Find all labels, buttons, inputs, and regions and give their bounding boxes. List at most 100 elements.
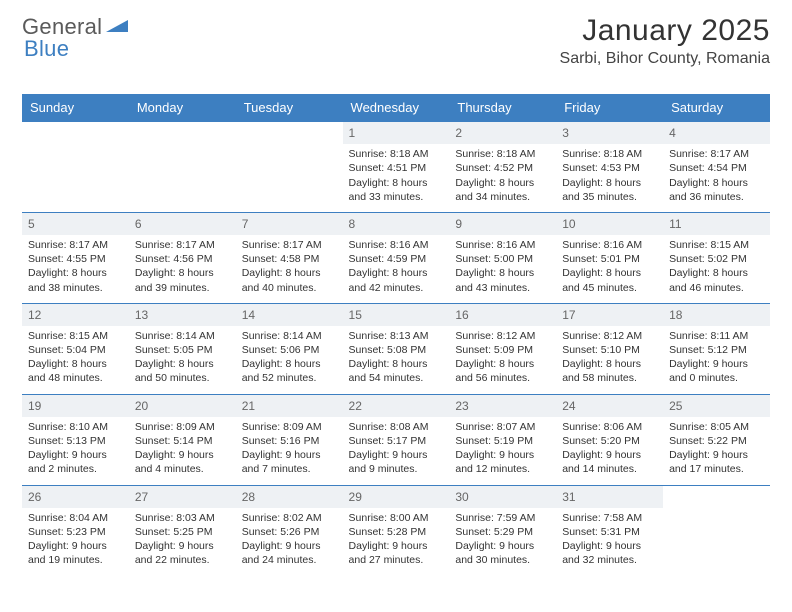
day-number-cell: 22 [343,394,450,417]
sunset-text: Sunset: 4:54 PM [669,161,764,175]
day-header: Tuesday [236,94,343,122]
day-header: Wednesday [343,94,450,122]
daylight-line1: Daylight: 8 hours [242,357,337,371]
daylight-line1: Daylight: 9 hours [669,357,764,371]
sunrise-text: Sunrise: 8:03 AM [135,511,230,525]
sunrise-text: Sunrise: 8:12 AM [562,329,657,343]
day-header: Friday [556,94,663,122]
day-header: Saturday [663,94,770,122]
day-number-cell: 15 [343,303,450,326]
sunrise-text: Sunrise: 8:15 AM [28,329,123,343]
day-number-cell: 26 [22,485,129,508]
day-number-cell: 14 [236,303,343,326]
day-number-cell: 30 [449,485,556,508]
day-number-cell: 5 [22,212,129,235]
daylight-line2: and 9 minutes. [349,462,444,476]
day-detail-cell: Sunrise: 8:17 AMSunset: 4:55 PMDaylight:… [22,235,129,303]
title-block: January 2025 Sarbi, Bihor County, Romani… [560,14,770,68]
daynum-row: 12131415161718 [22,303,770,326]
day-detail-cell: Sunrise: 7:58 AMSunset: 5:31 PMDaylight:… [556,508,663,576]
calendar-table: Sunday Monday Tuesday Wednesday Thursday… [22,94,770,575]
daylight-line2: and 52 minutes. [242,371,337,385]
day-number-cell [22,122,129,145]
day-detail-cell: Sunrise: 8:07 AMSunset: 5:19 PMDaylight:… [449,417,556,485]
sunset-text: Sunset: 5:26 PM [242,525,337,539]
day-detail-cell: Sunrise: 8:12 AMSunset: 5:09 PMDaylight:… [449,326,556,394]
day-detail-cell [663,508,770,576]
sunrise-text: Sunrise: 8:10 AM [28,420,123,434]
day-number-cell: 7 [236,212,343,235]
day-detail-cell [22,144,129,212]
daylight-line2: and 32 minutes. [562,553,657,567]
daylight-line1: Daylight: 8 hours [455,357,550,371]
day-detail-cell: Sunrise: 8:12 AMSunset: 5:10 PMDaylight:… [556,326,663,394]
daylight-line1: Daylight: 8 hours [562,176,657,190]
daylight-line1: Daylight: 9 hours [242,448,337,462]
title-month: January 2025 [560,14,770,48]
daynum-row: 262728293031 [22,485,770,508]
daylight-line2: and 19 minutes. [28,553,123,567]
day-number-cell: 13 [129,303,236,326]
day-detail-cell: Sunrise: 8:09 AMSunset: 5:14 PMDaylight:… [129,417,236,485]
sunset-text: Sunset: 5:06 PM [242,343,337,357]
daylight-line1: Daylight: 9 hours [562,448,657,462]
sunrise-text: Sunrise: 8:12 AM [455,329,550,343]
day-number-cell: 9 [449,212,556,235]
daylight-line1: Daylight: 8 hours [455,266,550,280]
sunset-text: Sunset: 4:52 PM [455,161,550,175]
sunrise-text: Sunrise: 7:58 AM [562,511,657,525]
daylight-line1: Daylight: 8 hours [562,357,657,371]
sunrise-text: Sunrise: 8:17 AM [669,147,764,161]
daylight-line2: and 56 minutes. [455,371,550,385]
day-detail-cell [236,144,343,212]
sunset-text: Sunset: 5:04 PM [28,343,123,357]
day-number-cell: 4 [663,122,770,145]
sunrise-text: Sunrise: 8:06 AM [562,420,657,434]
day-number-cell: 3 [556,122,663,145]
daylight-line2: and 24 minutes. [242,553,337,567]
sunrise-text: Sunrise: 8:05 AM [669,420,764,434]
logo-blue-wrap: Blue [24,36,69,62]
sunset-text: Sunset: 5:29 PM [455,525,550,539]
daylight-line2: and 36 minutes. [669,190,764,204]
daylight-line2: and 48 minutes. [28,371,123,385]
day-number-cell: 12 [22,303,129,326]
daylight-line1: Daylight: 8 hours [349,266,444,280]
daylight-line2: and 40 minutes. [242,281,337,295]
title-location: Sarbi, Bihor County, Romania [560,50,770,68]
day-number-cell: 31 [556,485,663,508]
sunset-text: Sunset: 4:53 PM [562,161,657,175]
daylight-line2: and 22 minutes. [135,553,230,567]
sunset-text: Sunset: 5:00 PM [455,252,550,266]
sunset-text: Sunset: 4:59 PM [349,252,444,266]
daylight-line1: Daylight: 9 hours [562,539,657,553]
daylight-line1: Daylight: 8 hours [669,176,764,190]
sunset-text: Sunset: 5:31 PM [562,525,657,539]
daylight-line1: Daylight: 9 hours [455,539,550,553]
daylight-line1: Daylight: 8 hours [349,357,444,371]
daylight-line2: and 42 minutes. [349,281,444,295]
daylight-line1: Daylight: 9 hours [242,539,337,553]
day-number-cell: 29 [343,485,450,508]
day-number-cell: 6 [129,212,236,235]
day-number-cell: 24 [556,394,663,417]
day-header: Thursday [449,94,556,122]
daylight-line1: Daylight: 9 hours [669,448,764,462]
day-detail-cell: Sunrise: 8:15 AMSunset: 5:04 PMDaylight:… [22,326,129,394]
sunrise-text: Sunrise: 8:14 AM [242,329,337,343]
day-detail-cell: Sunrise: 8:17 AMSunset: 4:54 PMDaylight:… [663,144,770,212]
daylight-line2: and 50 minutes. [135,371,230,385]
daylight-line1: Daylight: 9 hours [135,448,230,462]
daylight-line2: and 45 minutes. [562,281,657,295]
logo-arrow-icon [106,14,128,37]
sunrise-text: Sunrise: 8:18 AM [349,147,444,161]
day-detail-cell: Sunrise: 8:09 AMSunset: 5:16 PMDaylight:… [236,417,343,485]
day-detail-cell: Sunrise: 8:04 AMSunset: 5:23 PMDaylight:… [22,508,129,576]
sunset-text: Sunset: 5:22 PM [669,434,764,448]
sunset-text: Sunset: 5:25 PM [135,525,230,539]
day-number-cell: 16 [449,303,556,326]
daylight-line2: and 46 minutes. [669,281,764,295]
day-detail-cell: Sunrise: 8:16 AMSunset: 5:00 PMDaylight:… [449,235,556,303]
sunset-text: Sunset: 4:56 PM [135,252,230,266]
day-detail-cell: Sunrise: 8:02 AMSunset: 5:26 PMDaylight:… [236,508,343,576]
